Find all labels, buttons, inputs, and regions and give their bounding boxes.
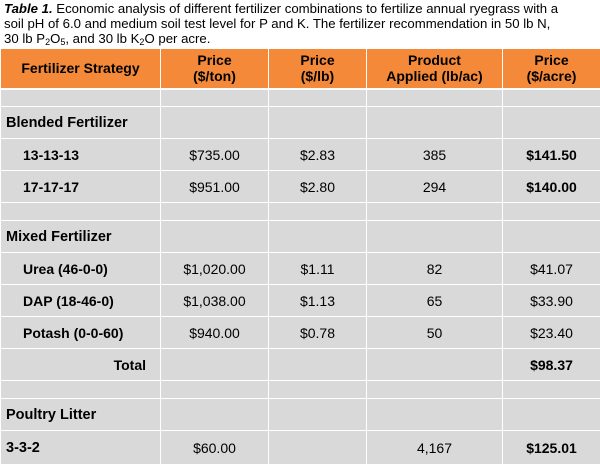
spacer-row bbox=[0, 380, 600, 399]
section-row-mixed: Mixed Fertilizer bbox=[0, 220, 600, 253]
row-applied: 294 bbox=[366, 170, 503, 203]
header-applied: Product Applied (lb/ac) bbox=[366, 48, 503, 90]
total-label: Total bbox=[0, 348, 161, 381]
row-price-ton: $1,020.00 bbox=[160, 252, 269, 285]
fertilizer-table: Fertilizer Strategy Price ($/ton) Price ($… bbox=[0, 48, 600, 465]
row-price-acre: $33.90 bbox=[502, 284, 600, 317]
caption-line3c: , and 30 lb K bbox=[65, 31, 140, 46]
row-price-lb: $2.83 bbox=[268, 138, 367, 171]
caption-line3a: 30 lb P bbox=[4, 31, 46, 46]
row-price-acre: $23.40 bbox=[502, 316, 600, 349]
section-row-poultry: Poultry Litter bbox=[0, 398, 600, 431]
row-price-acre: $141.50 bbox=[502, 138, 600, 171]
total-value: $98.37 bbox=[502, 348, 600, 381]
spacer-row bbox=[0, 202, 600, 221]
section-title-mixed: Mixed Fertilizer bbox=[0, 220, 161, 253]
table-caption: Table 1. Economic analysis of different … bbox=[0, 0, 600, 48]
table-row: 3-3-2 $60.00 4,167 $125.01 bbox=[0, 430, 600, 465]
header-price-lb: Price ($/lb) bbox=[268, 48, 367, 90]
header-price-ton: Price ($/ton) bbox=[160, 48, 269, 90]
row-applied: 65 bbox=[366, 284, 503, 317]
total-row: Total $98.37 bbox=[0, 348, 600, 381]
header-strategy: Fertilizer Strategy bbox=[0, 48, 161, 90]
row-applied: 385 bbox=[366, 138, 503, 171]
caption-lead: Table 1. bbox=[4, 1, 53, 16]
section-row-blended: Blended Fertilizer bbox=[0, 106, 600, 139]
spacer-row bbox=[0, 88, 600, 107]
row-name: 3-3-2 bbox=[0, 430, 161, 465]
caption-line3d: O per acre. bbox=[144, 31, 211, 46]
row-price-lb bbox=[268, 430, 367, 465]
row-price-acre: $125.01 bbox=[502, 430, 600, 465]
row-price-acre: $140.00 bbox=[502, 170, 600, 203]
caption-line3b: O bbox=[50, 31, 61, 46]
caption-sub2: 5 bbox=[60, 37, 66, 47]
table-row: DAP (18-46-0) $1,038.00 $1.13 65 $33.90 bbox=[0, 284, 600, 317]
row-price-ton: $735.00 bbox=[160, 138, 269, 171]
caption-sub3: 2 bbox=[139, 37, 145, 47]
row-name: 13-13-13 bbox=[0, 138, 161, 171]
row-applied: 4,167 bbox=[366, 430, 503, 465]
row-price-acre: $41.07 bbox=[502, 252, 600, 285]
row-name: DAP (18-46-0) bbox=[0, 284, 161, 317]
row-name: Urea (46-0-0) bbox=[0, 252, 161, 285]
header-price-acre: Price ($/acre) bbox=[502, 48, 600, 90]
table-row: Potash (0-0-60) $940.00 $0.78 50 $23.40 bbox=[0, 316, 600, 349]
row-price-ton: $951.00 bbox=[160, 170, 269, 203]
table-row: 17-17-17 $951.00 $2.80 294 $140.00 bbox=[0, 170, 600, 203]
row-price-ton: $940.00 bbox=[160, 316, 269, 349]
caption-sub1: 2 bbox=[45, 37, 51, 47]
row-applied: 82 bbox=[366, 252, 503, 285]
row-price-ton: $60.00 bbox=[160, 430, 269, 465]
row-price-lb: $0.78 bbox=[268, 316, 367, 349]
header-row: Fertilizer Strategy Price ($/ton) Price ($… bbox=[0, 48, 600, 90]
caption-line2: soil pH of 6.0 and medium soil test leve… bbox=[4, 16, 551, 31]
row-price-lb: $2.80 bbox=[268, 170, 367, 203]
row-name: 17-17-17 bbox=[0, 170, 161, 203]
row-applied: 50 bbox=[366, 316, 503, 349]
table-row: 13-13-13 $735.00 $2.83 385 $141.50 bbox=[0, 138, 600, 171]
row-name: Potash (0-0-60) bbox=[0, 316, 161, 349]
section-title-blended: Blended Fertilizer bbox=[0, 106, 161, 139]
caption-line1: Economic analysis of different fertilize… bbox=[52, 1, 559, 16]
row-price-ton: $1,038.00 bbox=[160, 284, 269, 317]
table-row: Urea (46-0-0) $1,020.00 $1.11 82 $41.07 bbox=[0, 252, 600, 285]
row-price-lb: $1.13 bbox=[268, 284, 367, 317]
section-title-poultry: Poultry Litter bbox=[0, 398, 161, 431]
row-price-lb: $1.11 bbox=[268, 252, 367, 285]
